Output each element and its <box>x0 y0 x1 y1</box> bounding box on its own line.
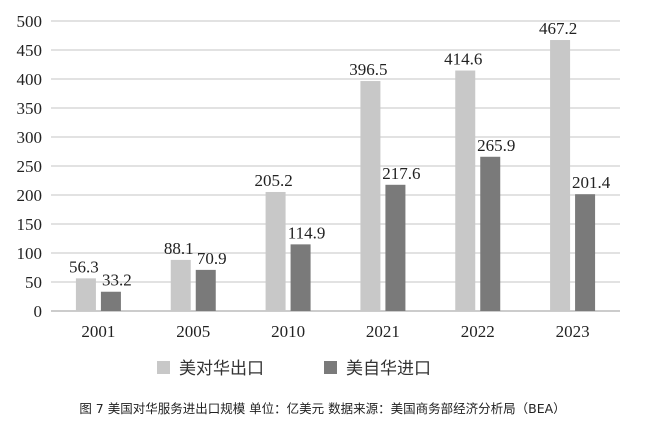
y-tick-label: 100 <box>17 244 43 263</box>
data-label: 265.9 <box>477 136 515 155</box>
bar-import <box>100 291 121 311</box>
y-tick-label: 150 <box>17 215 43 234</box>
x-tick-label: 2022 <box>461 322 495 341</box>
bar-export <box>75 278 96 311</box>
x-tick-label: 2010 <box>271 322 305 341</box>
data-label: 114.9 <box>288 223 326 242</box>
bar-export <box>170 259 191 311</box>
bar-export <box>455 70 476 311</box>
legend-label: 美自华进口 <box>346 359 431 379</box>
figure-caption: 图 7 美国对华服务进出口规模 单位：亿美元 数据来源：美国商务部经济分析局（B… <box>79 401 566 416</box>
y-tick-label: 500 <box>17 12 43 31</box>
y-tick-label: 450 <box>17 41 43 60</box>
y-tick-label: 0 <box>34 302 43 321</box>
legend-swatch <box>157 361 170 374</box>
y-tick-label: 250 <box>17 157 43 176</box>
y-tick-label: 300 <box>17 128 43 147</box>
bar-import <box>385 184 406 311</box>
bar-import <box>195 269 216 311</box>
data-label: 33.2 <box>102 271 132 290</box>
y-tick-label: 50 <box>25 273 42 292</box>
data-label: 201.4 <box>572 173 611 192</box>
y-tick-label: 400 <box>17 70 43 89</box>
data-label: 56.3 <box>69 257 99 276</box>
y-tick-label: 200 <box>17 186 43 205</box>
x-tick-label: 2023 <box>556 322 590 341</box>
data-label: 70.9 <box>197 249 227 268</box>
data-label: 88.1 <box>164 239 194 258</box>
bar-import <box>480 156 501 311</box>
bar-import <box>290 244 311 311</box>
legend-swatch <box>324 361 337 374</box>
data-label: 217.6 <box>382 164 420 183</box>
data-label: 396.5 <box>349 60 387 79</box>
bar-export <box>550 40 571 312</box>
x-tick-label: 2021 <box>366 322 400 341</box>
data-label: 205.2 <box>254 171 292 190</box>
y-tick-label: 350 <box>17 99 43 118</box>
bar-import <box>575 194 596 311</box>
data-label: 467.2 <box>539 19 577 38</box>
legend-label: 美对华出口 <box>179 359 264 379</box>
data-label: 414.6 <box>444 50 482 69</box>
bar-export <box>265 191 286 311</box>
bar-export <box>360 81 381 311</box>
x-tick-label: 2001 <box>81 322 115 341</box>
x-tick-label: 2005 <box>176 322 210 341</box>
